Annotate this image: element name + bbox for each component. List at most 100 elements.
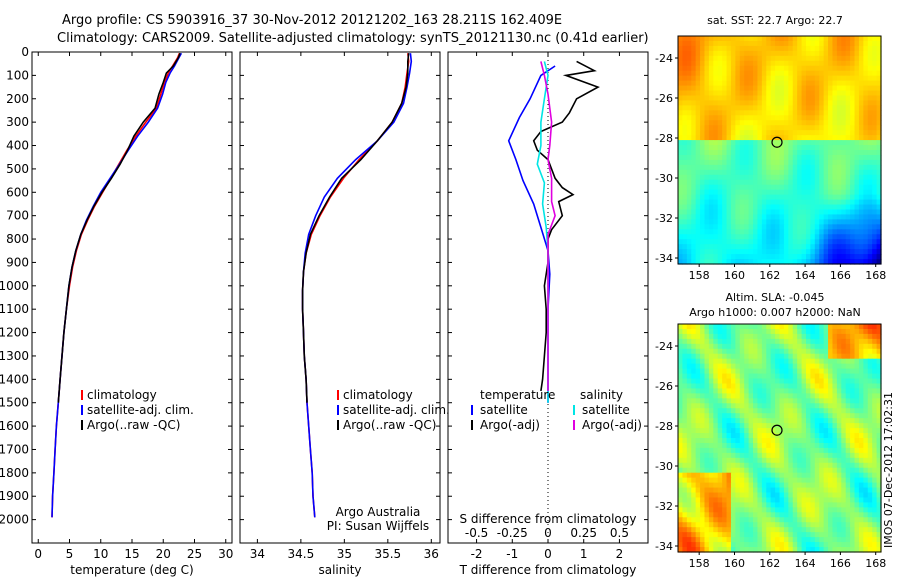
map-cell <box>863 174 869 181</box>
map-cell <box>779 383 785 390</box>
map-cell <box>814 120 820 126</box>
map-cell <box>770 547 776 553</box>
map-cell <box>850 184 856 191</box>
map-cell <box>713 234 719 240</box>
map-cell <box>744 249 750 255</box>
map-cell <box>814 447 820 454</box>
map-cell <box>850 105 856 111</box>
map-cell <box>753 145 759 151</box>
map-cell <box>766 214 772 220</box>
map-cell <box>814 65 820 72</box>
map-cell <box>691 492 697 499</box>
map-cell <box>730 259 736 265</box>
map-cell <box>801 467 807 474</box>
map-cell <box>678 130 684 136</box>
map-cell <box>708 393 714 399</box>
map-cell <box>744 259 750 265</box>
map-cell <box>678 373 684 380</box>
map-cell <box>854 189 860 196</box>
map-cell <box>748 70 754 77</box>
map-cell <box>678 85 684 92</box>
map-cell <box>792 100 798 106</box>
map-cell <box>819 363 825 370</box>
map-cell <box>783 338 789 345</box>
map-cell <box>779 348 785 355</box>
map-cell <box>748 55 754 62</box>
map-cell <box>744 393 750 399</box>
map-cell <box>810 433 816 439</box>
map-cell <box>779 244 785 250</box>
map-cell <box>726 164 732 171</box>
map-cell <box>788 328 794 335</box>
map-cell <box>814 507 820 513</box>
map-cell <box>739 244 745 250</box>
map-cell <box>735 477 741 484</box>
map-cell <box>845 497 851 504</box>
map-cell <box>730 348 736 355</box>
map-cell <box>757 522 763 528</box>
map-cell <box>801 388 807 394</box>
map-cell <box>748 457 754 464</box>
map-cell <box>836 467 842 474</box>
map-cell <box>713 194 719 201</box>
map-cell <box>850 418 856 424</box>
map-cell <box>858 105 864 111</box>
map-cell <box>819 100 825 106</box>
map-cell <box>836 219 842 225</box>
map-cell <box>757 40 763 47</box>
map-cell <box>704 373 710 380</box>
map-cell <box>872 373 878 380</box>
map-cell <box>678 150 684 156</box>
map-cell <box>858 130 864 136</box>
map-cell <box>867 95 873 102</box>
map-cell <box>854 477 860 484</box>
map-cell <box>872 100 878 106</box>
y-tick-label: 1300 <box>0 349 29 363</box>
map-cell <box>854 145 860 151</box>
map-cell <box>801 398 807 404</box>
map-cell <box>810 527 816 533</box>
map-cell <box>726 368 732 375</box>
map-cell <box>845 363 851 370</box>
map-cell <box>753 130 759 136</box>
map-cell <box>858 115 864 121</box>
map-cell <box>836 90 842 97</box>
map-cell <box>801 209 807 216</box>
map-cell <box>832 532 838 538</box>
map-cell <box>810 363 816 370</box>
map-cell <box>735 472 741 479</box>
map-cell <box>757 507 763 513</box>
map-cell <box>810 467 816 474</box>
map-cell <box>876 135 882 141</box>
map-cell <box>775 547 781 553</box>
map-cell <box>814 244 820 250</box>
map-cell <box>766 324 772 330</box>
map-cell <box>819 547 825 553</box>
map-cell <box>823 244 829 250</box>
map-cell <box>867 393 873 399</box>
map-cell <box>779 507 785 513</box>
map-cell <box>872 542 878 548</box>
map-cell <box>823 254 829 260</box>
map-cell <box>823 338 829 345</box>
map-cell <box>761 179 767 186</box>
map-cell <box>823 50 829 57</box>
map-cell <box>708 378 714 385</box>
map-cell <box>761 502 767 508</box>
map-cell <box>788 125 794 131</box>
map-cell <box>872 537 878 543</box>
map-cell <box>753 50 759 57</box>
map-cell <box>686 90 692 97</box>
map-cell <box>788 154 794 161</box>
map-cell <box>858 45 864 52</box>
map-cell <box>845 169 851 176</box>
map-cell <box>717 239 723 245</box>
map-cell <box>713 482 719 489</box>
map-cell <box>700 100 706 106</box>
map-cell <box>779 482 785 489</box>
map-cell <box>832 239 838 245</box>
map-cell <box>779 477 785 484</box>
map-cell <box>739 517 745 523</box>
map-cell <box>730 85 736 92</box>
map-cell <box>730 184 736 191</box>
